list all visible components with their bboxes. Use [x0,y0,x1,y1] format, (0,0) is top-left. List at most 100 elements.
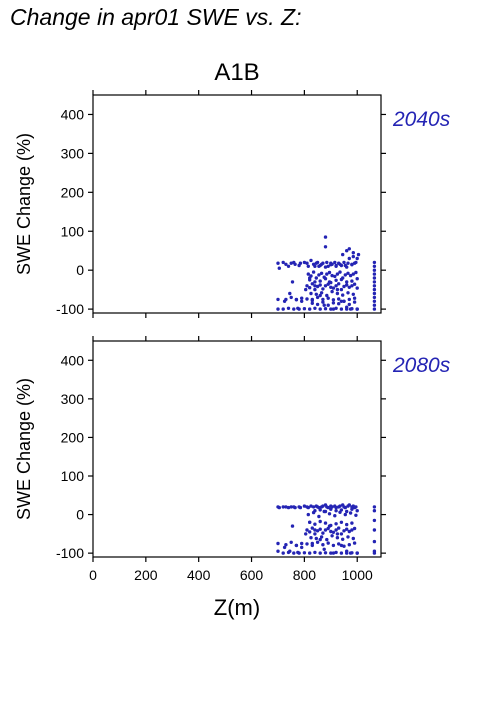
data-point [319,271,324,275]
y-axis-label: SWE Change (%) [14,378,34,520]
data-point [318,293,322,298]
data-point [304,532,308,536]
y-tick-label: 200 [61,184,85,200]
data-point [313,509,317,513]
y-tick-label: 0 [76,262,84,278]
data-point [372,528,377,532]
data-point [313,287,317,292]
data-point [318,519,322,524]
data-point [308,307,312,311]
data-point [313,284,317,288]
data-point [308,520,312,524]
data-point [348,273,353,278]
y-tick-label: 0 [76,507,84,523]
period-label: 2040s [392,108,451,131]
data-point [329,529,333,534]
data-point [310,282,314,286]
data-point [372,505,377,509]
data-point [372,264,377,268]
data-point [355,509,359,513]
x-tick-label: 1000 [342,567,373,583]
data-point [345,249,349,253]
data-point [281,505,285,509]
data-point [351,536,355,541]
data-point [355,286,359,290]
data-point [313,280,317,284]
data-point [339,532,344,536]
data-point [355,277,359,281]
data-point [304,287,308,292]
data-point [315,295,320,300]
data-point [339,299,344,303]
data-point [334,528,338,532]
data-point [313,264,317,268]
data-point [331,286,336,290]
chart-title: A1B [214,59,259,86]
data-point [333,274,337,279]
data-point [333,260,337,265]
data-point [308,286,312,290]
data-point [321,300,325,304]
data-point [284,543,288,547]
data-point [334,505,338,510]
data-point [372,291,377,296]
data-point [289,261,293,265]
data-point [356,252,361,257]
data-point [323,509,328,514]
data-point [350,507,354,511]
data-point [372,295,377,300]
data-point [322,547,326,551]
data-point [309,291,313,296]
data-point [300,541,304,546]
data-point [334,550,338,555]
data-point [314,536,318,541]
data-point [334,284,338,288]
data-point [294,298,299,302]
data-point [347,256,351,261]
data-point [276,261,280,265]
data-point [337,297,341,301]
data-point [345,283,349,287]
y-tick-label: 300 [61,391,85,407]
data-point [351,292,355,296]
data-point [323,277,328,281]
x-tick-label: 600 [240,567,264,583]
data-point [346,291,350,295]
data-point [372,307,377,311]
data-point [329,285,333,289]
data-point [286,264,291,268]
data-point [354,505,358,509]
data-point [323,245,328,249]
data-point [323,235,328,239]
data-point [313,522,317,526]
data-point [284,297,288,302]
data-point [313,550,317,555]
data-point [348,511,353,515]
data-point [314,276,318,280]
data-point [329,523,333,528]
x-tick-label: 400 [187,567,211,583]
data-point [297,551,301,555]
data-point [342,529,346,533]
data-point [311,505,316,509]
data-point [335,272,340,276]
data-point [315,529,320,533]
data-point [289,505,293,509]
data-point [372,260,377,265]
data-point [289,295,293,300]
data-point [321,287,325,291]
data-point [298,261,303,265]
data-point [342,299,346,303]
data-point [315,260,320,265]
data-point [372,276,377,280]
data-point [321,543,325,547]
data-point [310,526,314,530]
data-point [305,528,309,532]
data-point [315,284,320,289]
data-point [323,265,328,269]
data-point [276,541,280,546]
data-point [326,264,330,268]
data-point [354,513,358,517]
data-point [300,545,304,550]
data-point [276,549,280,553]
